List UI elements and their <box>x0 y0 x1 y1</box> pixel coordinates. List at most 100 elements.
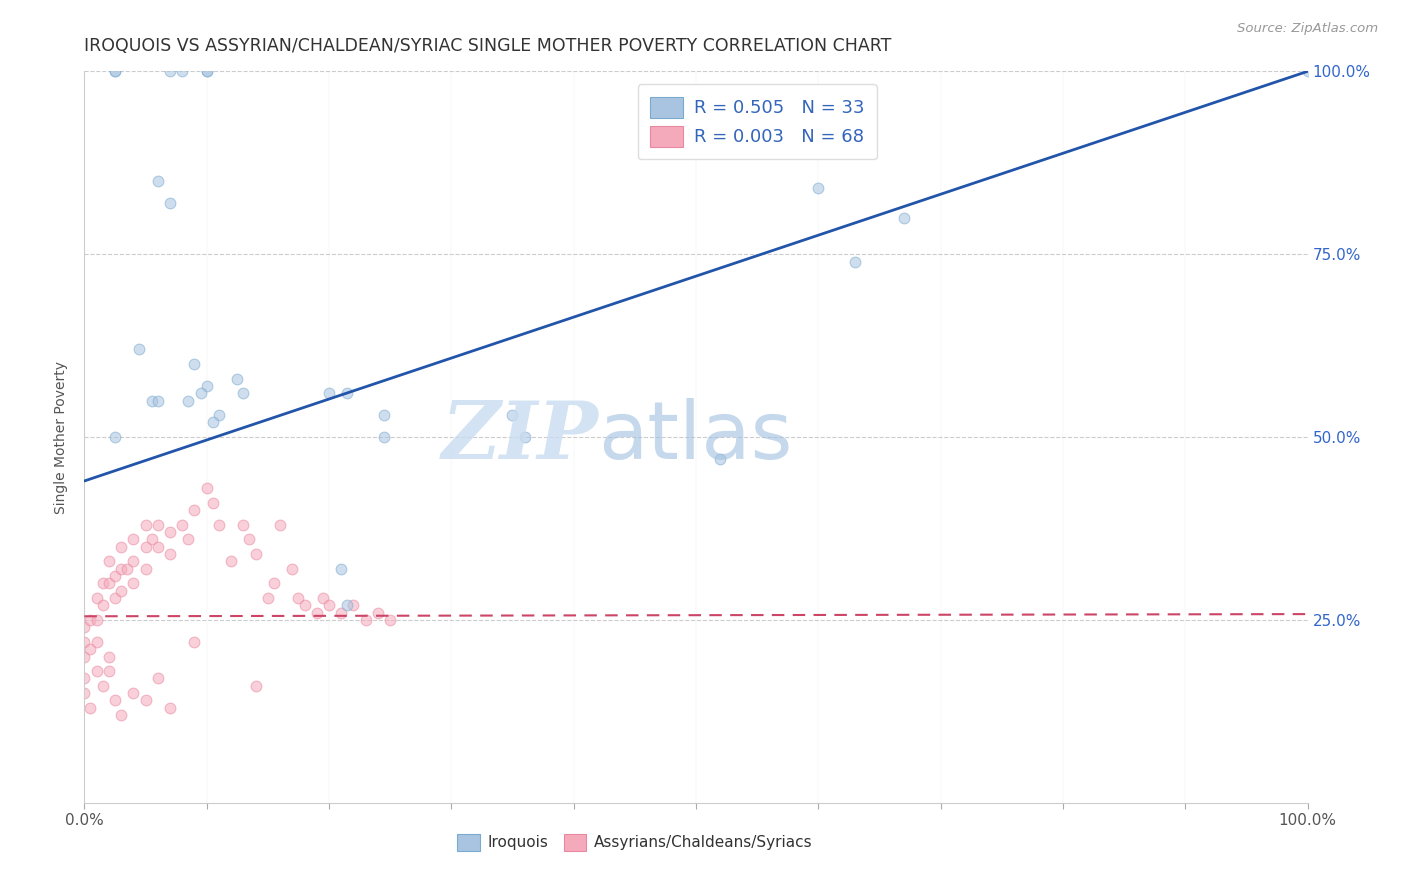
Point <box>172 64 194 78</box>
Point <box>146 393 169 408</box>
Point <box>91 599 114 613</box>
Point <box>354 613 377 627</box>
Point <box>844 254 866 268</box>
Point <box>294 599 316 613</box>
Point <box>159 525 181 540</box>
Point <box>342 599 364 613</box>
Point <box>141 393 163 408</box>
Point <box>336 386 359 401</box>
Point <box>115 562 138 576</box>
Point <box>146 672 169 686</box>
Point <box>380 613 402 627</box>
Text: ZIP: ZIP <box>441 399 598 475</box>
Point <box>281 562 304 576</box>
Point <box>110 708 132 723</box>
Point <box>146 517 169 532</box>
Point <box>373 430 395 444</box>
Point <box>190 386 212 401</box>
Point <box>330 606 353 620</box>
Point <box>122 533 145 547</box>
Point <box>232 386 254 401</box>
Point <box>172 517 194 532</box>
Point <box>135 540 157 554</box>
Point <box>110 562 132 576</box>
Point <box>502 408 524 422</box>
Point <box>135 517 157 532</box>
Point <box>208 517 231 532</box>
Text: IROQUOIS VS ASSYRIAN/CHALDEAN/SYRIAC SINGLE MOTHER POVERTY CORRELATION CHART: IROQUOIS VS ASSYRIAN/CHALDEAN/SYRIAC SIN… <box>84 37 891 54</box>
Point <box>79 642 101 657</box>
Point <box>86 613 108 627</box>
Point <box>807 181 830 195</box>
Point <box>110 583 132 598</box>
Point <box>91 576 114 591</box>
Point <box>269 517 291 532</box>
Point <box>373 408 395 422</box>
Point <box>257 591 280 605</box>
Point <box>183 503 205 517</box>
Point <box>135 693 157 707</box>
Point <box>104 693 127 707</box>
Point <box>104 591 127 605</box>
Point <box>159 196 181 211</box>
Point <box>183 635 205 649</box>
Point <box>110 540 132 554</box>
Point <box>245 679 267 693</box>
Point <box>195 481 218 495</box>
Point <box>312 591 335 605</box>
Point <box>201 416 224 430</box>
Point <box>195 379 218 393</box>
Point <box>79 613 101 627</box>
Point <box>79 700 101 714</box>
Point <box>122 576 145 591</box>
Point <box>195 64 218 78</box>
Text: atlas: atlas <box>598 398 793 476</box>
Point <box>330 562 353 576</box>
Point <box>146 174 169 188</box>
Point <box>893 211 915 225</box>
Y-axis label: Single Mother Poverty: Single Mother Poverty <box>55 360 69 514</box>
Point <box>245 547 267 561</box>
Point <box>219 554 242 568</box>
Point <box>318 386 340 401</box>
Point <box>73 672 96 686</box>
Legend: Iroquois, Assyrians/Chaldeans/Syriacs: Iroquois, Assyrians/Chaldeans/Syriacs <box>451 828 818 857</box>
Point <box>73 649 96 664</box>
Point <box>367 606 389 620</box>
Point <box>73 635 96 649</box>
Point <box>513 430 536 444</box>
Point <box>208 408 231 422</box>
Point <box>97 554 120 568</box>
Point <box>73 620 96 634</box>
Point <box>305 606 328 620</box>
Point <box>128 343 150 357</box>
Point <box>86 591 108 605</box>
Point <box>91 679 114 693</box>
Point <box>97 649 120 664</box>
Point <box>97 664 120 678</box>
Point <box>195 64 218 78</box>
Point <box>318 599 340 613</box>
Point <box>73 686 96 700</box>
Point <box>159 64 181 78</box>
Point <box>104 64 127 78</box>
Point <box>86 635 108 649</box>
Point <box>1296 64 1319 78</box>
Text: Source: ZipAtlas.com: Source: ZipAtlas.com <box>1237 22 1378 36</box>
Point <box>141 533 163 547</box>
Point <box>104 64 127 78</box>
Point <box>263 576 285 591</box>
Point <box>238 533 260 547</box>
Point <box>183 357 205 371</box>
Point <box>135 562 157 576</box>
Point <box>336 599 359 613</box>
Point <box>159 547 181 561</box>
Point <box>146 540 169 554</box>
Point <box>177 533 200 547</box>
Point <box>709 452 731 467</box>
Point <box>104 430 127 444</box>
Point <box>177 393 200 408</box>
Point <box>86 664 108 678</box>
Point <box>122 554 145 568</box>
Point <box>232 517 254 532</box>
